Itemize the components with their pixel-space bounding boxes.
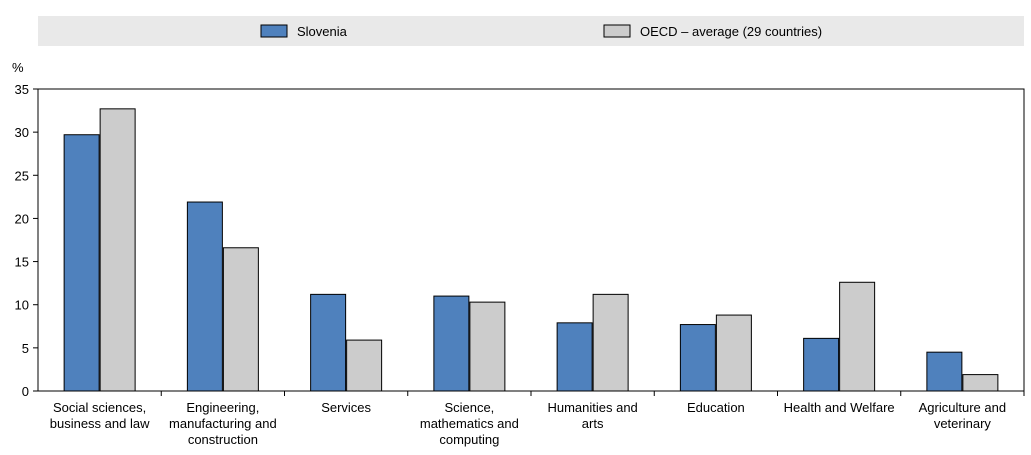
bar-oecd-average — [469, 301, 506, 392]
bars-group — [63, 108, 999, 392]
x-category-label: Agriculture and veterinary — [919, 400, 1006, 431]
bar-slovenia — [926, 351, 963, 392]
x-category-label: Science, mathematics and computing — [420, 400, 519, 447]
x-axis: Social sciences, business and law Engineer… — [50, 391, 1025, 447]
plot-frame — [37, 88, 1025, 392]
x-category-label: Humanities and arts — [547, 400, 637, 431]
legend-swatch-oecd — [603, 24, 631, 38]
legend-swatch-slovenia — [260, 24, 288, 38]
bar-oecd-average — [962, 374, 999, 392]
bar-oecd-average — [346, 339, 383, 392]
y-axis-unit-label: % — [12, 60, 24, 75]
bar-slovenia — [63, 134, 100, 392]
y-tick-label: 5 — [22, 341, 29, 356]
bar-slovenia — [679, 324, 716, 392]
y-tick-label: 25 — [15, 168, 29, 183]
y-tick-label: 10 — [15, 298, 29, 313]
x-category-label: Engineering, manufacturing and constructio… — [169, 400, 277, 447]
y-tick-label: 15 — [15, 255, 29, 270]
legend-background — [38, 16, 1024, 46]
bar-slovenia — [556, 322, 593, 392]
y-tick-label: 20 — [15, 211, 29, 226]
legend-label-slovenia: Slovenia — [297, 24, 348, 39]
y-tick-label: 35 — [15, 82, 29, 97]
bar-oecd-average — [715, 314, 752, 392]
x-category-label: Health and Welfare — [784, 400, 895, 415]
x-category-label: Services — [321, 400, 371, 415]
x-category-label: Education — [687, 400, 745, 415]
bar-oecd-average — [839, 281, 876, 392]
bar-slovenia — [803, 337, 840, 392]
x-category-label: Social sciences, business and law — [50, 400, 150, 431]
bar-oecd-average — [222, 247, 259, 392]
y-tick-label: 30 — [15, 125, 29, 140]
bar-oecd-average — [99, 108, 136, 392]
bar-slovenia — [310, 293, 347, 392]
bar-slovenia — [186, 201, 223, 392]
legend-label-oecd: OECD – average (29 countries) — [640, 24, 822, 39]
bar-slovenia — [433, 295, 470, 392]
y-tick-label: 0 — [22, 384, 29, 399]
bar-oecd-average — [592, 293, 629, 392]
y-axis: 0 5 10 15 20 25 30 35 — [15, 82, 38, 399]
